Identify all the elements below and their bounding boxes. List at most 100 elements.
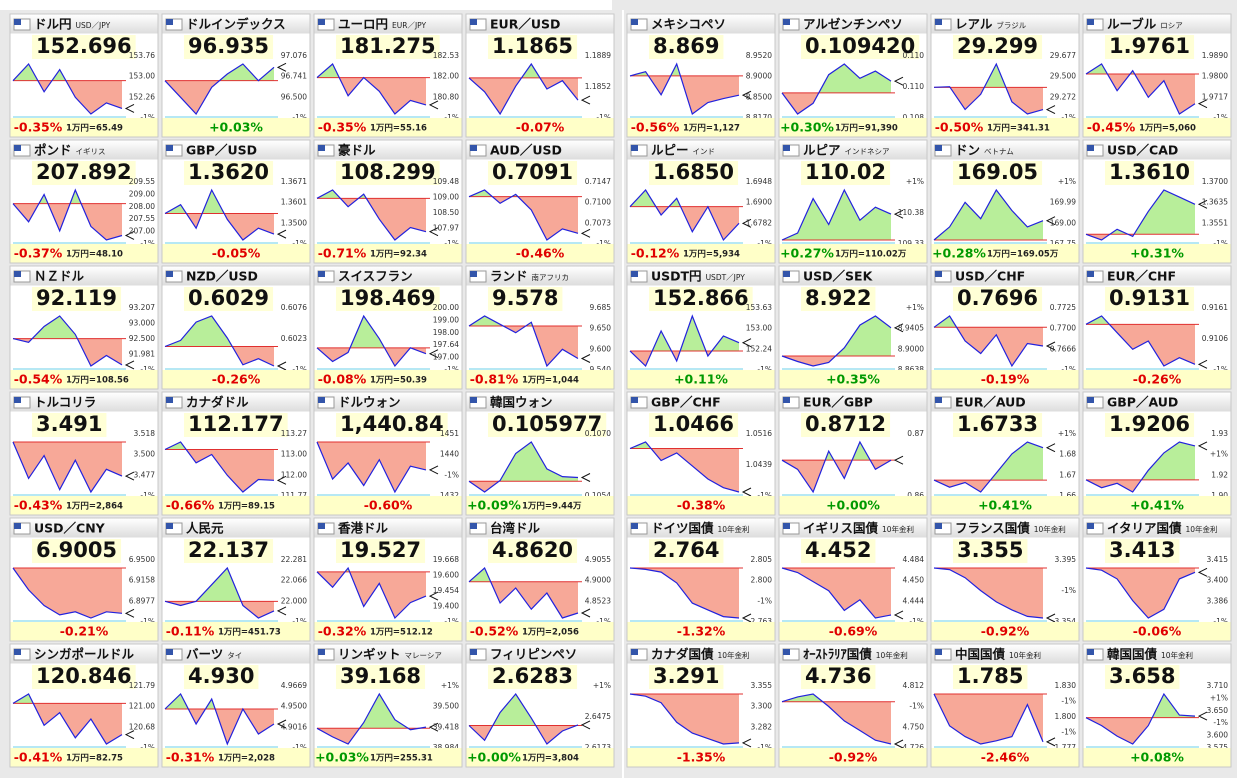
price-bg (184, 539, 274, 563)
tile: ルピア インドネシア 110.02 +1% 110.38 109.33 +0.27% 1万円=… (778, 139, 928, 264)
flag-mark (935, 649, 942, 655)
tile: カナダ国債 10年金利 3.291 3.355 3.300 3.282 -1% -1.35% (626, 643, 776, 768)
flag-mark (783, 271, 790, 277)
axis-label: 4.444 (903, 596, 925, 605)
area-up (219, 64, 274, 81)
yen-rate: 1万円=3,804 (522, 754, 579, 764)
axis-label: 152.24 (746, 344, 772, 353)
flag-mark (783, 397, 790, 403)
flag-mark (935, 145, 942, 151)
tile: ＮＺドル 92.119 93.207 93.000 92.500 91.981 -1% -0.… (9, 265, 159, 390)
axis-label: 4.9000 (585, 576, 611, 585)
flag-mark (470, 19, 477, 25)
price-line (12, 693, 123, 745)
tile: フランス国債 10年金利 3.355 3.395 -1% 3.354 -0.92% (930, 517, 1080, 642)
axis-label: 3.386 (1207, 596, 1229, 605)
price-bg (1105, 287, 1195, 311)
axis-label: 2.800 (751, 576, 773, 585)
footer (466, 496, 614, 515)
tile-name: USD／CHF (955, 269, 1025, 284)
axis-label: 6.8977 (129, 596, 155, 605)
area-down (469, 196, 578, 240)
price-line (1085, 189, 1196, 241)
tile-header (931, 140, 1079, 160)
yen-rate: 1万円=108.56 (66, 376, 129, 386)
price: 39.168 (340, 664, 421, 688)
price-bg (801, 539, 876, 563)
flag-mark (470, 145, 477, 151)
area-up (1086, 64, 1195, 74)
axis-label: -1% (596, 239, 611, 248)
area-down (165, 601, 274, 618)
yen-rate: 1万円=5,934 (683, 250, 740, 260)
price: 169.05 (957, 160, 1038, 184)
footer (314, 622, 462, 641)
change: +0.03% (209, 120, 263, 135)
price-bg (1105, 413, 1195, 437)
axis-label: 1.6900 (746, 198, 772, 207)
price-line (164, 188, 275, 241)
change: -0.21% (60, 624, 109, 639)
flag-mark (166, 271, 173, 277)
axis-label: 9.685 (590, 303, 612, 312)
last-marker (124, 231, 135, 240)
price: 1.0466 (653, 412, 734, 436)
tile-name: 韓国ウォン (490, 395, 553, 410)
footer (162, 622, 310, 641)
last-marker (1197, 441, 1208, 451)
axis-label: -1% (596, 617, 611, 626)
yen-rate: 1万円=169.05万 (987, 250, 1059, 260)
flag-mark (318, 145, 325, 151)
price: 0.105977 (492, 412, 602, 436)
axis-label: 109.33 (898, 239, 924, 248)
axis-label: 8.9000 (898, 344, 924, 353)
axis-label: 0.7666 (1050, 344, 1076, 353)
tile: ドルインデックス 96.935 97.076 96.741 96.500 -1% +0.03… (161, 13, 311, 138)
area-up (317, 316, 411, 348)
axis-label: 39.418 (433, 722, 459, 731)
area-up (1086, 442, 1195, 480)
change: -0.08% (318, 372, 367, 387)
area-down (782, 460, 891, 492)
price-bg (336, 539, 426, 563)
price: 8.869 (653, 34, 719, 58)
tile-header (627, 266, 775, 286)
tile-header (314, 266, 462, 286)
axis-label: 0.7700 (1050, 324, 1076, 333)
yen-rate: 1万円=110.02万 (835, 250, 907, 260)
change: -0.07% (516, 120, 565, 135)
last-marker (1045, 105, 1056, 115)
axis-label: 1440 (440, 450, 459, 459)
axis-label: 22.000 (281, 596, 307, 605)
price: 1.6850 (653, 160, 734, 184)
axis-label: 19.600 (433, 571, 459, 580)
area-up (630, 442, 739, 449)
flag-mark (166, 397, 173, 403)
price: 1.1865 (492, 34, 573, 58)
tile-name: ルピア (803, 143, 841, 158)
price-line (468, 692, 579, 745)
price-bg (32, 287, 122, 311)
tile-sub: ブラジル (996, 20, 1026, 30)
area-up (492, 694, 578, 726)
flag-mark (166, 649, 173, 655)
last-marker (276, 606, 287, 616)
last-marker (741, 613, 752, 623)
last-marker (741, 218, 752, 228)
tile-sub: USD／JPY (76, 21, 111, 30)
change: +0.00% (826, 498, 880, 513)
last-marker (580, 720, 591, 730)
change: -0.06% (1133, 624, 1182, 639)
axis-label: -1% (1213, 239, 1228, 248)
axis-label: -1% (140, 617, 155, 626)
axis-label: 0.86 (907, 491, 924, 500)
axis-label: 3.650 (1207, 706, 1229, 715)
tile-name: リンギット (338, 647, 401, 662)
axis-label: 182.00 (433, 72, 459, 81)
area-down (469, 725, 578, 744)
last-marker (1045, 216, 1056, 226)
area-up (165, 694, 274, 709)
tile: ランド 南アフリカ 9.578 9.685 9.650 9.600 9.540 -0.81% 1… (465, 265, 615, 390)
price-bg (649, 665, 724, 689)
price-bg (488, 287, 563, 311)
